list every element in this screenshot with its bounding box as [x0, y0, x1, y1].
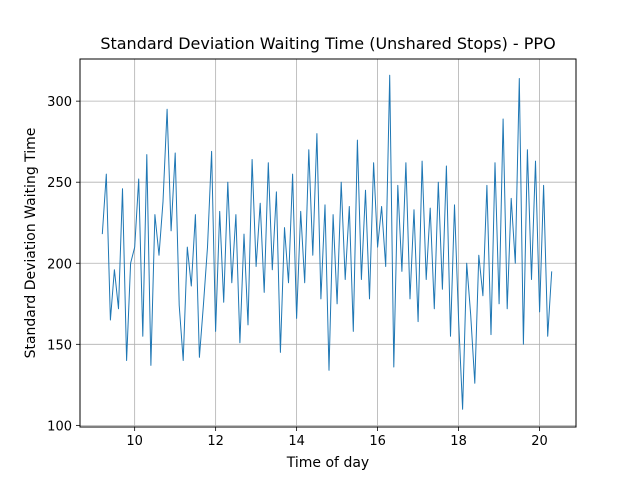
y-tick-label: 100	[47, 419, 72, 434]
x-tick-label: 14	[288, 434, 305, 449]
x-axis-label: Time of day	[286, 455, 369, 471]
y-axis-label: Standard Deviation Waiting Time	[23, 128, 39, 359]
y-tick-label: 150	[47, 338, 72, 353]
series-line	[101, 74, 553, 410]
plot-frame	[79, 58, 577, 428]
grid-lines	[80, 59, 576, 427]
x-tick-label: 12	[207, 434, 224, 449]
y-tick-label: 300	[47, 95, 72, 110]
y-tick-label: 250	[47, 176, 72, 191]
chart-title: Standard Deviation Waiting Time (Unshare…	[100, 34, 555, 53]
y-tick-label: 200	[47, 257, 72, 272]
x-tick-label: 10	[126, 434, 143, 449]
series-layer	[101, 74, 553, 410]
axis-ticks: 10 12 14 16 18 20 100 150 200 250 300	[47, 95, 548, 449]
x-tick-label: 16	[369, 434, 386, 449]
x-tick-label: 18	[450, 434, 467, 449]
x-tick-label: 20	[531, 434, 548, 449]
